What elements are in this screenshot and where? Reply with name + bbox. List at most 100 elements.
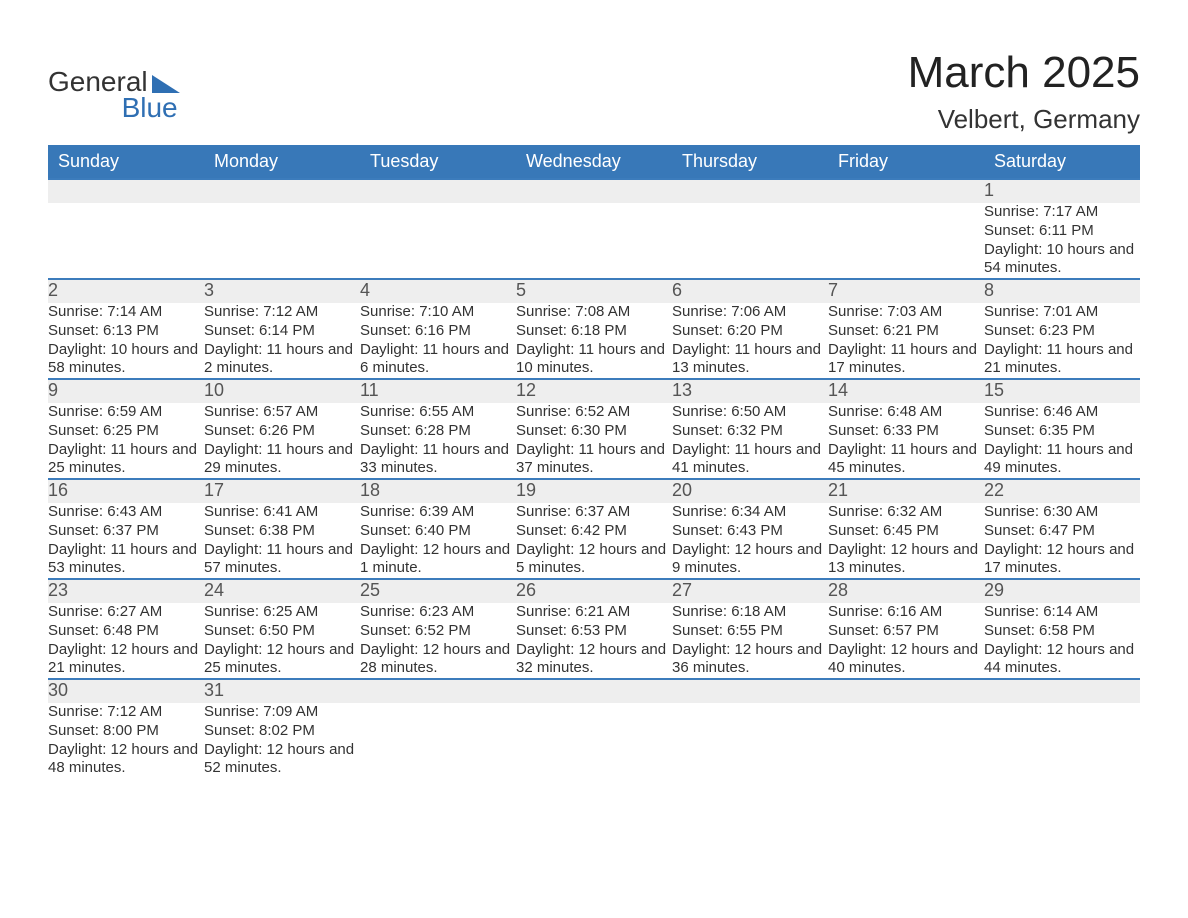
day-number: 18 <box>360 479 516 503</box>
sunrise-text: Sunrise: 6:57 AM <box>204 403 360 422</box>
sunset-text: Sunset: 6:58 PM <box>984 622 1140 641</box>
day-number: 7 <box>828 279 984 303</box>
day-number: 17 <box>204 479 360 503</box>
daylight-text: Daylight: 12 hours and 21 minutes. <box>48 641 204 679</box>
sunrise-text: Sunrise: 6:16 AM <box>828 603 984 622</box>
sunrise-text: Sunrise: 7:01 AM <box>984 303 1140 322</box>
calendar-table: SundayMondayTuesdayWednesdayThursdayFrid… <box>48 145 1140 778</box>
day-detail-empty <box>828 703 984 778</box>
daylight-text: Daylight: 10 hours and 54 minutes. <box>984 241 1140 279</box>
day-number: 24 <box>204 579 360 603</box>
weekday-header: Tuesday <box>360 145 516 179</box>
day-detail: Sunrise: 6:57 AMSunset: 6:26 PMDaylight:… <box>204 403 360 479</box>
daylight-text: Daylight: 12 hours and 17 minutes. <box>984 541 1140 579</box>
day-number-row: 16171819202122 <box>48 479 1140 503</box>
day-detail-empty <box>828 203 984 279</box>
day-detail: Sunrise: 7:10 AMSunset: 6:16 PMDaylight:… <box>360 303 516 379</box>
day-detail: Sunrise: 6:23 AMSunset: 6:52 PMDaylight:… <box>360 603 516 679</box>
day-number-empty <box>828 679 984 703</box>
day-detail: Sunrise: 7:12 AMSunset: 8:00 PMDaylight:… <box>48 703 204 778</box>
day-number: 5 <box>516 279 672 303</box>
weekday-header: Friday <box>828 145 984 179</box>
day-number: 29 <box>984 579 1140 603</box>
sunset-text: Sunset: 6:52 PM <box>360 622 516 641</box>
daylight-text: Daylight: 12 hours and 36 minutes. <box>672 641 828 679</box>
daylight-text: Daylight: 11 hours and 29 minutes. <box>204 441 360 479</box>
day-number-empty <box>672 179 828 203</box>
day-number: 2 <box>48 279 204 303</box>
day-number-row: 9101112131415 <box>48 379 1140 403</box>
daylight-text: Daylight: 11 hours and 10 minutes. <box>516 341 672 379</box>
day-number-empty <box>828 179 984 203</box>
day-number-empty <box>516 679 672 703</box>
daylight-text: Daylight: 11 hours and 57 minutes. <box>204 541 360 579</box>
day-number: 28 <box>828 579 984 603</box>
sunset-text: Sunset: 6:37 PM <box>48 522 204 541</box>
day-detail-row: Sunrise: 6:59 AMSunset: 6:25 PMDaylight:… <box>48 403 1140 479</box>
sunset-text: Sunset: 6:50 PM <box>204 622 360 641</box>
daylight-text: Daylight: 12 hours and 40 minutes. <box>828 641 984 679</box>
sunrise-text: Sunrise: 6:32 AM <box>828 503 984 522</box>
day-number: 1 <box>984 179 1140 203</box>
sunset-text: Sunset: 6:26 PM <box>204 422 360 441</box>
day-detail: Sunrise: 6:48 AMSunset: 6:33 PMDaylight:… <box>828 403 984 479</box>
sunset-text: Sunset: 6:25 PM <box>48 422 204 441</box>
sunset-text: Sunset: 6:20 PM <box>672 322 828 341</box>
day-detail-empty <box>204 203 360 279</box>
daylight-text: Daylight: 12 hours and 9 minutes. <box>672 541 828 579</box>
sunrise-text: Sunrise: 6:25 AM <box>204 603 360 622</box>
weekday-header: Sunday <box>48 145 204 179</box>
daylight-text: Daylight: 11 hours and 41 minutes. <box>672 441 828 479</box>
day-number-empty <box>48 179 204 203</box>
day-detail: Sunrise: 6:52 AMSunset: 6:30 PMDaylight:… <box>516 403 672 479</box>
day-detail: Sunrise: 7:17 AMSunset: 6:11 PMDaylight:… <box>984 203 1140 279</box>
day-detail: Sunrise: 7:06 AMSunset: 6:20 PMDaylight:… <box>672 303 828 379</box>
daylight-text: Daylight: 11 hours and 37 minutes. <box>516 441 672 479</box>
daylight-text: Daylight: 12 hours and 48 minutes. <box>48 741 204 779</box>
sunrise-text: Sunrise: 6:43 AM <box>48 503 204 522</box>
sunset-text: Sunset: 6:32 PM <box>672 422 828 441</box>
sunset-text: Sunset: 6:11 PM <box>984 222 1140 241</box>
sunset-text: Sunset: 6:13 PM <box>48 322 204 341</box>
sunrise-text: Sunrise: 6:52 AM <box>516 403 672 422</box>
daylight-text: Daylight: 11 hours and 6 minutes. <box>360 341 516 379</box>
day-detail-row: Sunrise: 6:43 AMSunset: 6:37 PMDaylight:… <box>48 503 1140 579</box>
day-number: 8 <box>984 279 1140 303</box>
sunset-text: Sunset: 6:42 PM <box>516 522 672 541</box>
calendar-header-row: SundayMondayTuesdayWednesdayThursdayFrid… <box>48 145 1140 179</box>
day-detail-empty <box>48 203 204 279</box>
sunset-text: Sunset: 8:02 PM <box>204 722 360 741</box>
day-number: 4 <box>360 279 516 303</box>
day-detail-empty <box>672 703 828 778</box>
day-detail-empty <box>360 203 516 279</box>
day-detail: Sunrise: 6:32 AMSunset: 6:45 PMDaylight:… <box>828 503 984 579</box>
day-number: 30 <box>48 679 204 703</box>
sunset-text: Sunset: 6:45 PM <box>828 522 984 541</box>
sunset-text: Sunset: 6:47 PM <box>984 522 1140 541</box>
sunset-text: Sunset: 6:21 PM <box>828 322 984 341</box>
day-detail: Sunrise: 6:37 AMSunset: 6:42 PMDaylight:… <box>516 503 672 579</box>
day-detail: Sunrise: 6:30 AMSunset: 6:47 PMDaylight:… <box>984 503 1140 579</box>
sunset-text: Sunset: 6:57 PM <box>828 622 984 641</box>
sunrise-text: Sunrise: 7:03 AM <box>828 303 984 322</box>
sunset-text: Sunset: 6:16 PM <box>360 322 516 341</box>
day-number-row: 1 <box>48 179 1140 203</box>
daylight-text: Daylight: 12 hours and 1 minute. <box>360 541 516 579</box>
daylight-text: Daylight: 12 hours and 28 minutes. <box>360 641 516 679</box>
sunset-text: Sunset: 8:00 PM <box>48 722 204 741</box>
sunset-text: Sunset: 6:40 PM <box>360 522 516 541</box>
sunrise-text: Sunrise: 7:14 AM <box>48 303 204 322</box>
sunset-text: Sunset: 6:33 PM <box>828 422 984 441</box>
sunrise-text: Sunrise: 7:06 AM <box>672 303 828 322</box>
day-number: 23 <box>48 579 204 603</box>
day-number-empty <box>360 679 516 703</box>
sunrise-text: Sunrise: 7:17 AM <box>984 203 1140 222</box>
day-detail: Sunrise: 6:41 AMSunset: 6:38 PMDaylight:… <box>204 503 360 579</box>
weekday-header: Saturday <box>984 145 1140 179</box>
sunset-text: Sunset: 6:14 PM <box>204 322 360 341</box>
day-number: 19 <box>516 479 672 503</box>
day-detail: Sunrise: 6:43 AMSunset: 6:37 PMDaylight:… <box>48 503 204 579</box>
day-number: 20 <box>672 479 828 503</box>
day-detail: Sunrise: 6:25 AMSunset: 6:50 PMDaylight:… <box>204 603 360 679</box>
brand-line2: Blue <box>48 94 180 122</box>
